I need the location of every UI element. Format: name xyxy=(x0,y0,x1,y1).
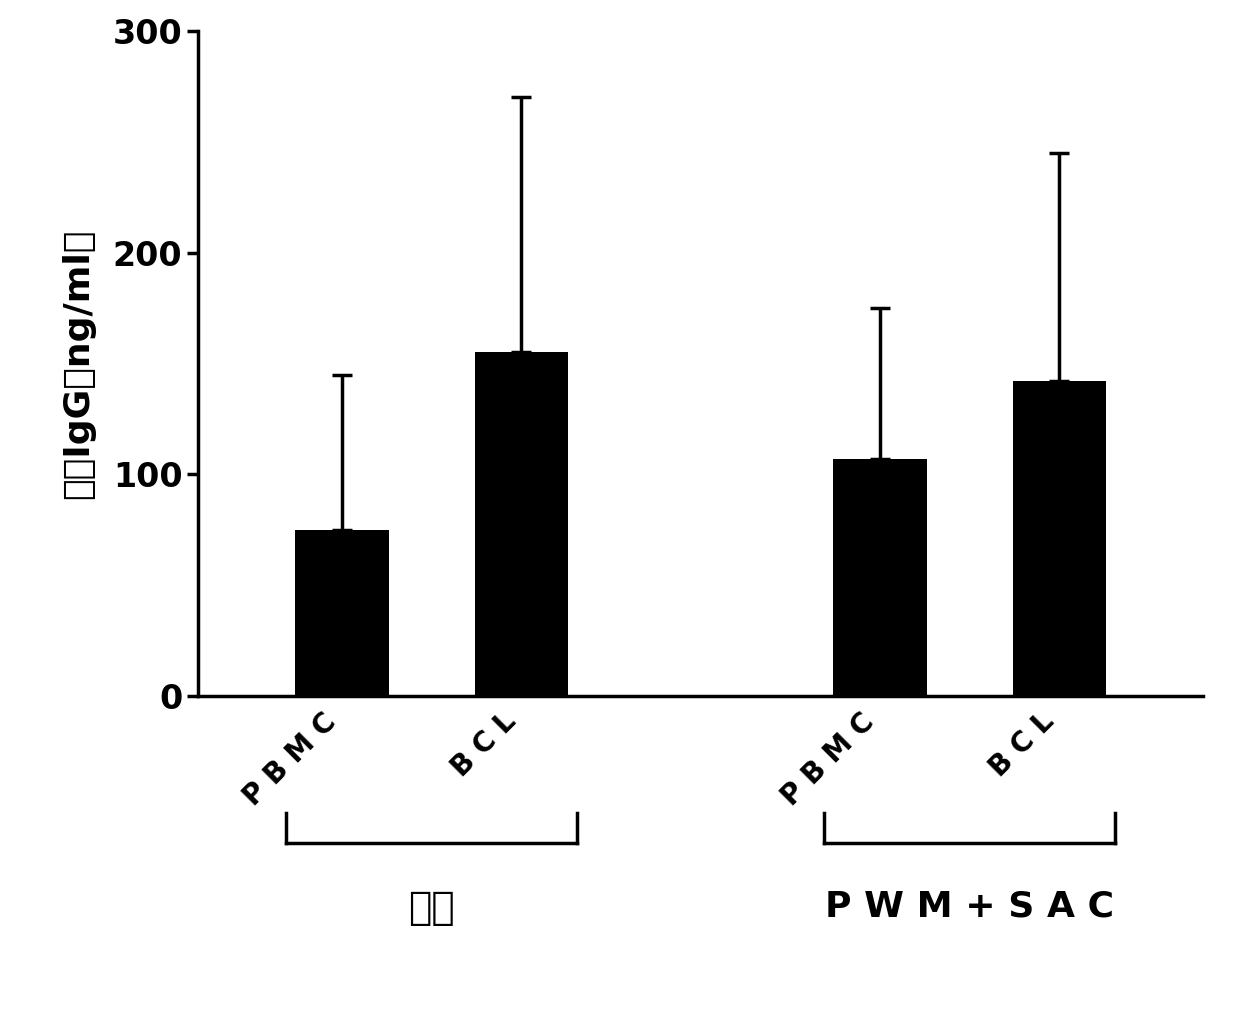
Bar xyxy=(295,530,388,696)
Bar xyxy=(1013,381,1106,696)
Bar xyxy=(475,352,568,696)
Bar xyxy=(833,459,926,696)
Text: 人总IgG（ng/ml）: 人总IgG（ng/ml） xyxy=(61,228,95,499)
Text: 空白: 空白 xyxy=(408,889,455,928)
Text: P W M + S A C: P W M + S A C xyxy=(825,889,1114,924)
